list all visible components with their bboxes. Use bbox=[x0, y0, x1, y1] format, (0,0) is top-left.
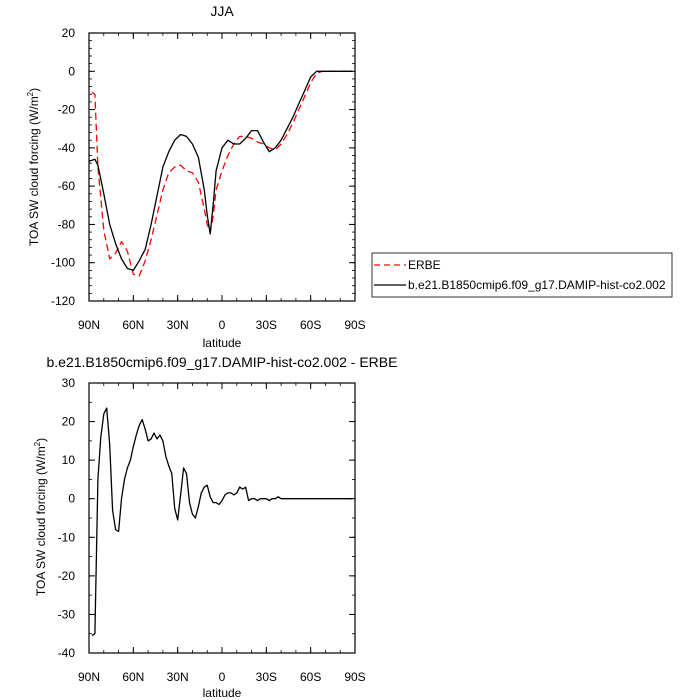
top-y-tick-label: 20 bbox=[62, 26, 76, 40]
top-x-tick-label: 60N bbox=[122, 318, 144, 332]
top-x-tick-label: 30S bbox=[256, 318, 277, 332]
bottom-y-tick-label: 10 bbox=[62, 453, 76, 467]
top-y-tick-label: 0 bbox=[68, 64, 75, 78]
top-y-tick-label: -20 bbox=[58, 103, 76, 117]
bottom-plot-frame bbox=[88, 382, 356, 654]
bottom-y-tick-label: -10 bbox=[58, 530, 76, 544]
bottom-y-tick-label: -40 bbox=[58, 646, 76, 660]
top-y-tick-label: -40 bbox=[58, 141, 76, 155]
top-x-tick-label: 0 bbox=[219, 318, 226, 332]
bottom-y-tick-label: 30 bbox=[62, 376, 76, 390]
top-series-group bbox=[88, 70, 352, 277]
bottom-x-axis-label: latitude bbox=[203, 686, 242, 700]
top-legend: ERBE b.e21.B1850cmip6.f09_g17.DAMIP-hist… bbox=[371, 252, 673, 298]
top-chart-title: JJA bbox=[210, 3, 234, 19]
bottom-x-tick-label: 90N bbox=[78, 670, 100, 684]
top-series-line-erbe bbox=[91, 70, 352, 277]
bottom-x-tick-label: 30S bbox=[256, 670, 277, 684]
top-x-axis-label: latitude bbox=[203, 336, 242, 350]
top-series-line-model bbox=[88, 70, 352, 272]
bottom-series-line-model bbox=[91, 407, 352, 637]
legend-model-label: b.e21.B1850cmip6.f09_g17.DAMIP-hist-co2.… bbox=[408, 278, 666, 292]
bottom-y-axis-label: TOA SW cloud forcing (W/m2) bbox=[33, 438, 48, 596]
top-y-tick-label: -120 bbox=[51, 294, 75, 308]
bottom-x-tick-label: 30N bbox=[167, 670, 189, 684]
legend-erbe-label: ERBE bbox=[408, 258, 441, 272]
bottom-series-group bbox=[91, 407, 352, 637]
bottom-x-tick-label: 60S bbox=[300, 670, 321, 684]
bottom-y-tick-label: 0 bbox=[68, 492, 75, 506]
top-y-tick-label: -60 bbox=[58, 179, 76, 193]
top-x-tick-label: 30N bbox=[167, 318, 189, 332]
top-x-tick-label: 60S bbox=[300, 318, 321, 332]
top-y-axis-label: TOA SW cloud forcing (W/m2) bbox=[26, 88, 41, 246]
bottom-x-tick-label: 60N bbox=[122, 670, 144, 684]
bottom-y-tick-label: -30 bbox=[58, 607, 76, 621]
bottom-x-tick-label: 0 bbox=[219, 670, 226, 684]
legend-box bbox=[371, 252, 673, 298]
top-y-tick-label: -100 bbox=[51, 256, 75, 270]
top-y-tick-label: -80 bbox=[58, 217, 76, 231]
bottom-y-tick-label: 20 bbox=[62, 415, 76, 429]
top-x-tick-label: 90S bbox=[344, 318, 365, 332]
bottom-chart-title: b.e21.B1850cmip6.f09_g17.DAMIP-hist-co2.… bbox=[47, 354, 398, 370]
bottom-panel: b.e21.B1850cmip6.f09_g17.DAMIP-hist-co2.… bbox=[33, 354, 397, 700]
top-x-tick-label: 90N bbox=[78, 318, 100, 332]
bottom-y-tick-label: -20 bbox=[58, 569, 76, 583]
bottom-x-tick-label: 90S bbox=[344, 670, 365, 684]
